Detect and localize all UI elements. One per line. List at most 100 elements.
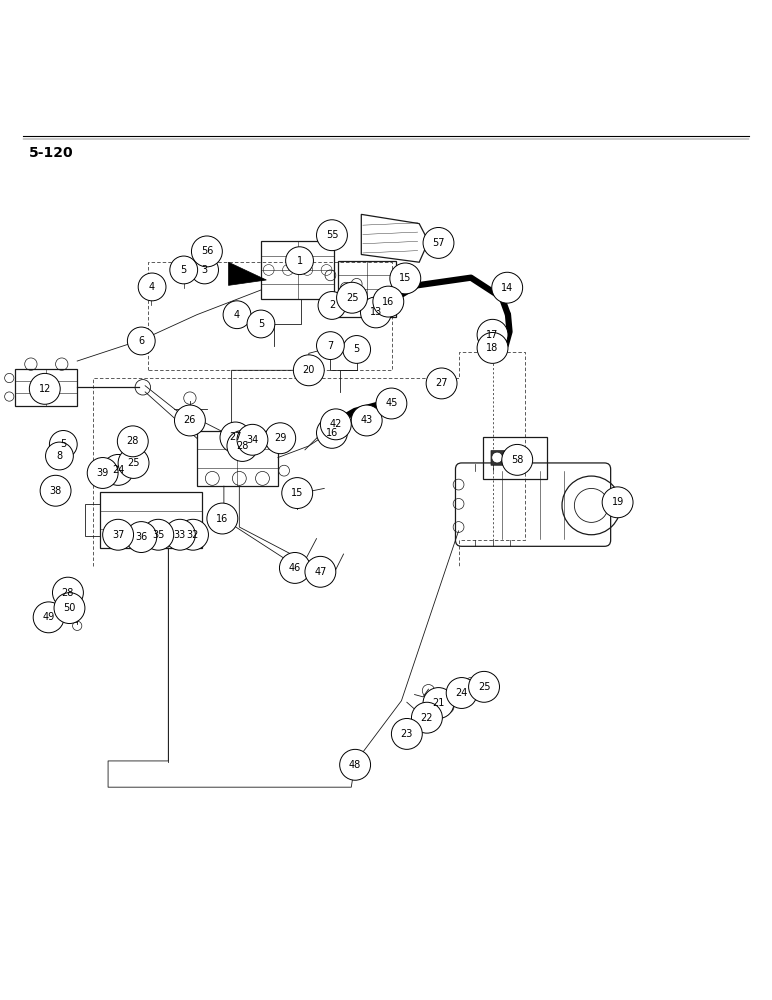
Circle shape (178, 519, 208, 550)
Text: 3: 3 (201, 265, 208, 275)
Circle shape (361, 297, 391, 328)
Text: 37: 37 (112, 530, 124, 540)
Circle shape (305, 556, 336, 587)
Text: 57: 57 (432, 238, 445, 248)
Text: 5: 5 (258, 319, 264, 329)
Circle shape (220, 422, 251, 453)
Circle shape (191, 236, 222, 267)
Circle shape (52, 577, 83, 608)
Text: 45: 45 (385, 398, 398, 408)
Text: 2: 2 (329, 300, 335, 310)
Text: 1: 1 (296, 256, 303, 266)
Text: 16: 16 (326, 428, 338, 438)
Text: 5-120: 5-120 (29, 146, 74, 160)
Circle shape (207, 503, 238, 534)
Circle shape (477, 319, 508, 350)
Circle shape (340, 749, 371, 780)
Circle shape (337, 282, 367, 313)
Circle shape (117, 426, 148, 457)
Circle shape (54, 593, 85, 624)
Text: 5: 5 (60, 439, 66, 449)
Text: 34: 34 (246, 435, 259, 445)
Circle shape (126, 522, 157, 552)
Text: 50: 50 (63, 603, 76, 613)
Text: 47: 47 (314, 567, 327, 577)
Circle shape (320, 409, 351, 440)
Circle shape (223, 301, 251, 329)
Text: 58: 58 (511, 455, 523, 465)
Text: 32: 32 (187, 530, 199, 540)
Text: 56: 56 (201, 246, 213, 256)
Text: 15: 15 (291, 488, 303, 498)
Text: 55: 55 (326, 230, 338, 240)
Circle shape (237, 424, 268, 455)
Text: 25: 25 (346, 293, 358, 303)
Circle shape (33, 602, 64, 633)
Circle shape (170, 256, 198, 284)
Circle shape (343, 336, 371, 363)
Text: 28: 28 (62, 588, 74, 598)
Circle shape (103, 519, 134, 550)
Text: 22: 22 (421, 713, 433, 723)
Text: 29: 29 (274, 433, 286, 443)
Circle shape (446, 678, 477, 708)
Circle shape (318, 292, 346, 319)
Text: 5: 5 (181, 265, 187, 275)
Text: 19: 19 (611, 497, 624, 507)
Text: 23: 23 (401, 729, 413, 739)
Circle shape (247, 310, 275, 338)
Circle shape (502, 444, 533, 475)
Circle shape (143, 519, 174, 550)
Text: 27: 27 (229, 432, 242, 442)
Text: 46: 46 (289, 563, 301, 573)
Text: 43: 43 (361, 415, 373, 425)
Text: 39: 39 (96, 468, 109, 478)
Text: 4: 4 (149, 282, 155, 292)
Circle shape (469, 671, 499, 702)
Text: 15: 15 (399, 273, 411, 283)
Text: 36: 36 (135, 532, 147, 542)
Circle shape (351, 405, 382, 436)
Text: 12: 12 (39, 384, 51, 394)
Circle shape (373, 286, 404, 317)
Circle shape (282, 478, 313, 508)
Text: 24: 24 (112, 465, 124, 475)
Polygon shape (229, 262, 266, 285)
Text: 24: 24 (455, 688, 468, 698)
Circle shape (492, 452, 503, 463)
Text: 49: 49 (42, 612, 55, 622)
Text: 25: 25 (127, 458, 140, 468)
Circle shape (29, 373, 60, 404)
Circle shape (411, 702, 442, 733)
Text: 27: 27 (435, 378, 448, 388)
Text: 18: 18 (486, 343, 499, 353)
Circle shape (492, 272, 523, 303)
Text: 7: 7 (327, 341, 334, 351)
Text: 25: 25 (478, 682, 490, 692)
Circle shape (391, 718, 422, 749)
Text: 42: 42 (330, 419, 342, 429)
Text: 8: 8 (56, 451, 63, 461)
Circle shape (602, 487, 633, 518)
Circle shape (138, 273, 166, 301)
Circle shape (127, 327, 155, 355)
Circle shape (477, 332, 508, 363)
Text: 28: 28 (127, 436, 139, 446)
Text: 14: 14 (501, 283, 513, 293)
Text: 20: 20 (303, 365, 315, 375)
Circle shape (279, 552, 310, 583)
Text: 35: 35 (152, 530, 164, 540)
Circle shape (265, 423, 296, 454)
Text: 28: 28 (236, 441, 249, 451)
Circle shape (286, 247, 313, 275)
Circle shape (423, 688, 454, 718)
Circle shape (317, 417, 347, 448)
Text: 26: 26 (184, 415, 196, 425)
Circle shape (174, 405, 205, 436)
Circle shape (317, 332, 344, 359)
Text: 16: 16 (216, 514, 229, 524)
Text: 13: 13 (370, 307, 382, 317)
Text: 33: 33 (174, 530, 186, 540)
Polygon shape (491, 451, 533, 465)
Circle shape (103, 454, 134, 485)
